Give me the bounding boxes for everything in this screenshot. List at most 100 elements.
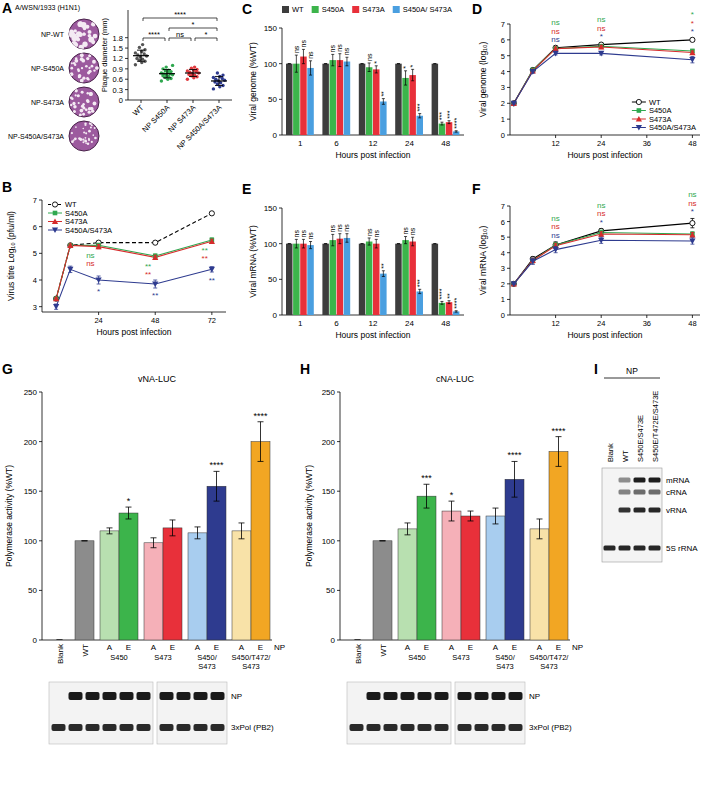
- error-bar: [440, 122, 443, 125]
- lane-label: WT: [621, 450, 630, 462]
- y-axis: [510, 206, 511, 315]
- significance: ns: [336, 44, 343, 52]
- blot-band: [509, 724, 523, 731]
- x-tick-label: 24: [405, 139, 414, 148]
- bar: [307, 68, 313, 135]
- x-tick-label: 12: [551, 139, 559, 148]
- y-tick-label: 200: [24, 438, 38, 447]
- y-axis-title: Viral genome (log₁₀): [478, 41, 488, 117]
- blot-band: [367, 692, 381, 700]
- band-label: 5S rRNA: [666, 544, 698, 553]
- significance: ****: [148, 30, 160, 39]
- x-tick-label: A: [537, 643, 543, 652]
- y-tick: [279, 99, 282, 100]
- panel-letter: D: [472, 1, 482, 17]
- plaque: [71, 41, 77, 47]
- data-point: [165, 65, 168, 68]
- plaque: [71, 140, 74, 143]
- significance: *: [691, 207, 694, 216]
- blot: [455, 682, 525, 744]
- x-tick: [646, 315, 647, 318]
- plaque: [77, 94, 80, 97]
- x-tick-label: 48: [688, 319, 696, 328]
- plaque-well: [69, 87, 99, 117]
- significance: *: [691, 19, 694, 28]
- x-tick: [646, 135, 647, 138]
- bar: [163, 528, 182, 640]
- y-tick-label: 1.5: [113, 44, 123, 53]
- legend-label: S450A/ S473A: [403, 5, 452, 14]
- x-tick-label: 24: [597, 139, 605, 148]
- plot-area: [355, 437, 569, 640]
- y-tick-label: 1.2: [113, 54, 123, 63]
- series-line: [514, 47, 693, 103]
- y-tick-label: 6: [33, 223, 37, 232]
- y-tick: [39, 200, 42, 201]
- series-line: [514, 232, 693, 283]
- blot-label: NP: [529, 692, 540, 701]
- y-tick-label: 100: [24, 537, 38, 546]
- marker: [511, 281, 516, 286]
- error-bar: [239, 523, 245, 539]
- y-tick: [507, 39, 510, 40]
- plaque: [84, 139, 87, 142]
- blot-band: [137, 692, 151, 700]
- marker: [152, 254, 158, 260]
- marker: [553, 46, 558, 51]
- series-line: [514, 223, 693, 284]
- bar: [417, 496, 436, 640]
- significance: ****: [438, 288, 445, 299]
- significance: ****: [507, 450, 522, 460]
- significance: *: [97, 287, 100, 296]
- plaque: [70, 96, 73, 99]
- bar: [337, 239, 343, 315]
- data-point: [134, 51, 137, 54]
- error-bar: [397, 63, 400, 64]
- marker: [95, 277, 101, 283]
- blot-band: [350, 724, 364, 731]
- bar: [348, 640, 367, 641]
- y-tick-label: 0: [501, 311, 505, 320]
- group-label: S450: [408, 653, 426, 662]
- plaque: [83, 33, 86, 36]
- significance: ns: [688, 199, 696, 208]
- marker: [598, 44, 604, 50]
- bar: [416, 116, 422, 135]
- x-tick-label: A: [151, 643, 157, 652]
- marker: [552, 51, 558, 57]
- error-bar: [418, 289, 421, 293]
- blot-band: [120, 724, 134, 731]
- error-bar: [189, 70, 197, 77]
- panel-letter: A: [2, 0, 12, 16]
- x-tick: [555, 135, 556, 138]
- significance: ns: [307, 51, 314, 59]
- y-axis-title: Plaque diameter (mm): [100, 17, 109, 92]
- x-tick-label: 72: [208, 316, 216, 325]
- marker: [598, 231, 604, 237]
- blot-band: [160, 692, 174, 700]
- legend-marker: [636, 116, 642, 122]
- blot-band: [418, 692, 432, 700]
- y-tick-label: 150: [264, 204, 278, 213]
- y-tick: [507, 24, 510, 25]
- significance: ****: [453, 298, 460, 309]
- bar: [300, 244, 306, 315]
- x-tick-label: Blank: [354, 643, 363, 664]
- gel-band: [634, 546, 646, 551]
- blot-band: [86, 724, 100, 731]
- plaque: [72, 33, 77, 38]
- x-tick-label: 6: [334, 319, 339, 328]
- group-label: S450/S473: [495, 653, 516, 671]
- bar: [402, 78, 408, 135]
- blot: [49, 682, 153, 744]
- blot-label: 3xPol (PB2): [231, 723, 274, 732]
- significance: ***: [446, 110, 453, 118]
- error-bar: [433, 243, 436, 244]
- plaque: [82, 32, 85, 35]
- x-axis: [42, 312, 226, 313]
- bar: [359, 64, 365, 135]
- group-label: S473: [452, 653, 470, 662]
- plaque: [80, 57, 84, 61]
- y-axis: [510, 24, 511, 135]
- series-line: [56, 269, 212, 306]
